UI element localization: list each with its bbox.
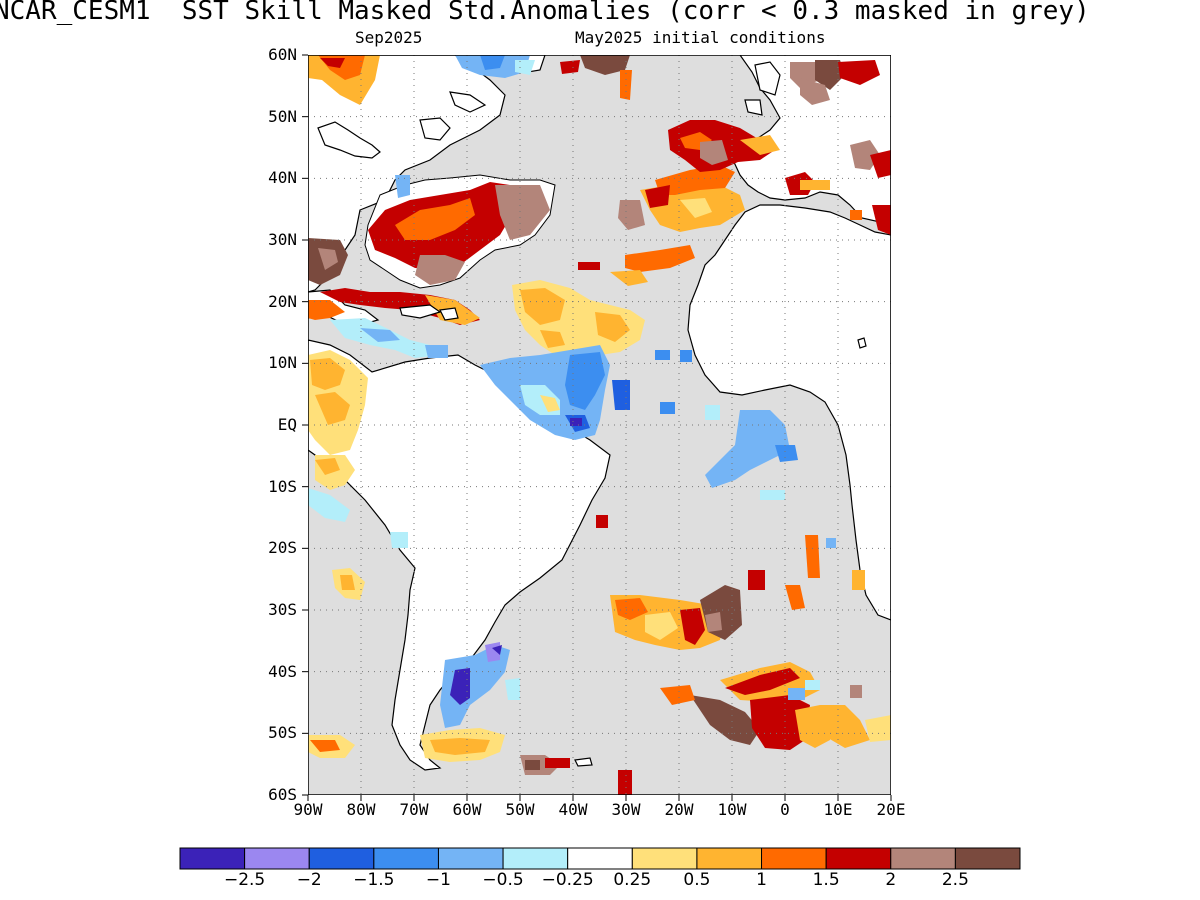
lat-label: 60S [268,785,297,804]
colorbar-label: −1 [425,870,451,890]
land-masses [308,55,891,771]
colorbar-swatch [502,847,569,870]
lat-label: 40S [268,661,297,681]
colorbar-swatch [437,847,504,870]
lat-label: 30N [268,230,297,249]
lon-label: 90W [293,800,323,819]
colorbar-label: −1.5 [353,870,395,890]
colorbar-swatch [761,847,827,870]
colorbar-swatch [308,847,375,870]
lon-label: 50W [505,800,535,819]
colorbar-swatch [373,847,439,870]
lon-label: 10E [823,800,853,819]
colorbar-swatch [890,847,956,870]
colorbar-label: −0.25 [541,870,594,890]
lat-label: 50S [268,723,297,743]
lon-label: 60W [452,800,482,819]
colorbar-label: 0.5 [683,870,711,890]
lat-label: 60N [268,45,297,64]
colorbar-swatch [631,847,698,870]
colorbar-swatch [825,847,892,870]
lon-label: 20W [664,800,694,819]
lat-label: 40N [268,168,297,188]
lat-label: 50N [268,106,297,126]
colorbar-swatch [244,847,310,870]
colorbar-swatch [696,847,763,870]
map-title: NCAR_CESM1 SST Skill Masked Std.Anomalie… [0,0,1090,26]
cold-anomaly-patches [308,55,836,728]
map-plot-area [308,55,891,795]
colorbar-label: −2.5 [223,870,266,890]
lon-label: 40W [558,800,588,819]
colorbar-label: 1 [756,870,767,890]
colorbar-label: −2 [296,870,322,890]
europe-land [732,55,891,236]
target-month: Sep2025 [355,28,423,47]
colorbar-label: 0.25 [613,870,652,890]
colorbar [179,847,1021,870]
lon-label: 10W [717,800,747,819]
coastline-details [317,61,867,767]
axis-ticks [302,54,892,801]
colorbar-swatch [567,847,633,870]
warm-anomaly-patches [308,55,891,795]
lon-label: 30W [611,800,641,819]
lon-label: 20E [876,800,906,819]
colorbar-label: 2 [885,870,897,890]
lat-label: 20N [268,291,297,311]
lat-label: EQ [277,415,297,434]
colorbar-label: 1.5 [812,870,840,890]
colorbar-swatch [954,847,1021,870]
lon-label: 70W [399,800,429,819]
lat-label: 20S [268,538,297,558]
lon-label: 80W [346,800,376,819]
colorbar-swatch [179,847,246,870]
colorbar-label: −0.5 [482,870,524,890]
lat-label: 30S [268,600,297,619]
initial-conditions: May2025 initial conditions [575,28,826,47]
lon-label: 0 [780,800,790,819]
lat-label: 10S [268,476,297,496]
lat-label: 10N [268,353,297,373]
africa-land [687,204,891,621]
colorbar-label: 2.5 [941,870,969,890]
